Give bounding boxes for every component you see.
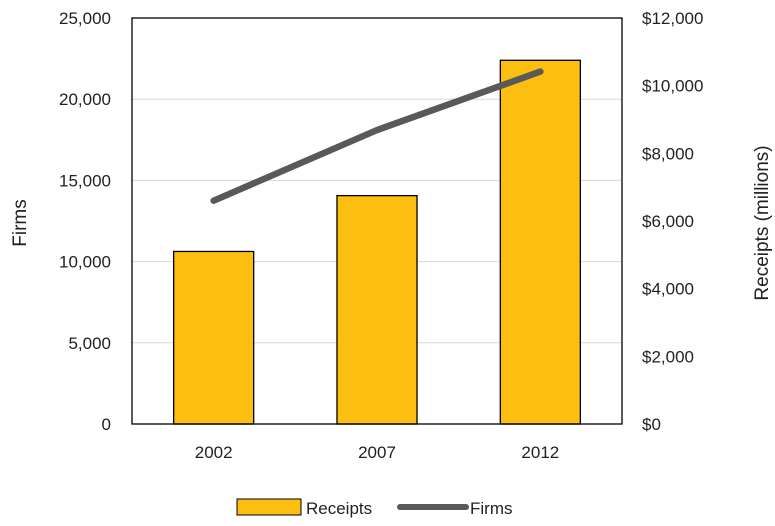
left-axis-ticks: 0 5,000 10,000 15,000 20,000 25,000 — [59, 9, 111, 434]
right-tick-label: $2,000 — [642, 347, 694, 366]
right-tick-label: $8,000 — [642, 144, 694, 163]
left-tick-label: 10,000 — [59, 253, 111, 272]
line-firms — [210, 68, 544, 204]
right-axis-ticks: $0 $2,000 $4,000 $6,000 $8,000 $10,000 $12,000 — [642, 9, 703, 434]
bar-receipts-2012 — [499, 59, 582, 425]
left-tick-label: 25,000 — [59, 9, 111, 28]
plot-border — [131, 17, 623, 425]
left-tick-label: 20,000 — [59, 90, 111, 109]
legend: Receipts Firms — [236, 498, 512, 518]
plot-frame — [131, 17, 623, 425]
legend-swatch-receipts — [236, 498, 302, 516]
bar-receipts-2002 — [172, 250, 255, 425]
right-tick-label: $4,000 — [642, 280, 694, 299]
line-firms-path — [210, 68, 544, 204]
x-axis-ticks: 2002 2007 2012 — [195, 443, 559, 462]
x-tick-label: 2012 — [521, 443, 559, 462]
x-tick-label: 2007 — [358, 443, 396, 462]
right-tick-label: $10,000 — [642, 77, 703, 96]
bars-receipts — [172, 59, 582, 425]
left-tick-label: 0 — [102, 415, 111, 434]
right-tick-label: $6,000 — [642, 212, 694, 231]
right-tick-label: $0 — [642, 415, 661, 434]
x-tick-label: 2002 — [195, 443, 233, 462]
left-tick-label: 15,000 — [59, 171, 111, 190]
left-tick-label: 5,000 — [68, 334, 111, 353]
left-axis-title: Firms — [10, 199, 31, 246]
legend-label-receipts: Receipts — [306, 499, 372, 518]
bar-receipts-2007 — [336, 194, 418, 425]
right-tick-label: $12,000 — [642, 9, 703, 28]
right-axis-title: Receipts (millions) — [752, 145, 773, 300]
legend-label-firms: Firms — [470, 499, 512, 518]
